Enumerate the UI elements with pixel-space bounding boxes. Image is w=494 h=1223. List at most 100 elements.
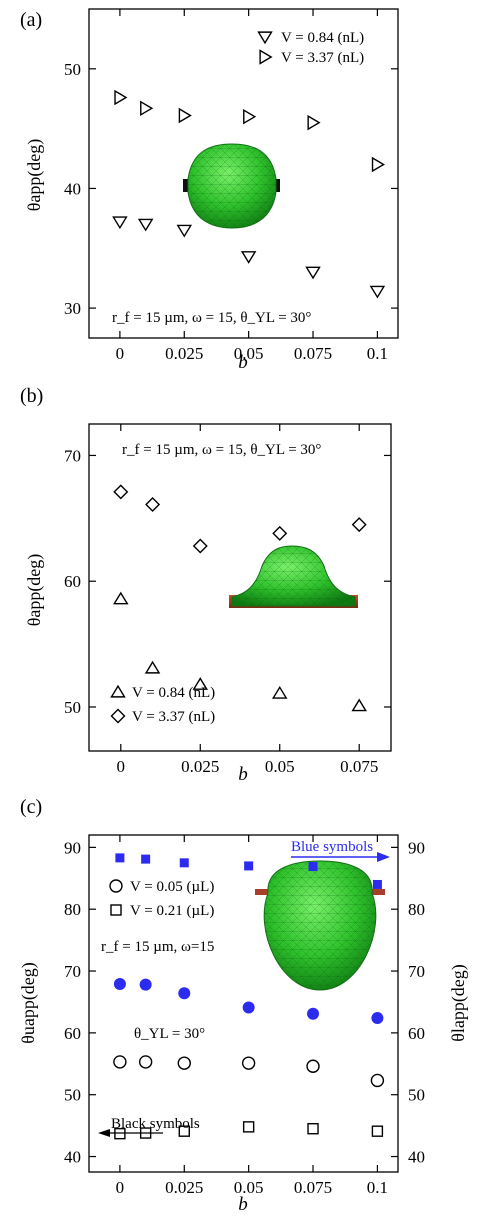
data-point bbox=[144, 660, 161, 674]
data-point bbox=[139, 1127, 152, 1139]
y-tick-label-right: 50 bbox=[408, 1086, 425, 1105]
data-point bbox=[114, 1127, 126, 1140]
data-point bbox=[178, 1125, 190, 1137]
data-point bbox=[307, 1123, 319, 1135]
panel-b-x-ticks: 0 0.025 0.05 0.075 bbox=[117, 424, 378, 776]
data-point bbox=[177, 1056, 191, 1070]
data-point bbox=[240, 251, 257, 264]
panel-a-x-ticks: 0 0.025 0.05 0.075 0.1 bbox=[116, 9, 388, 363]
panel-b-legend-label-2: V = 3.37 (nL) bbox=[132, 709, 215, 725]
panel-c-droplet-mesh bbox=[264, 861, 376, 990]
data-point bbox=[242, 1121, 255, 1133]
x-tick-label: 0 bbox=[116, 344, 125, 363]
x-tick-label: 0.025 bbox=[165, 344, 203, 363]
x-tick-label: 0.05 bbox=[234, 344, 264, 363]
data-point bbox=[306, 1059, 320, 1073]
y-tick-label: 40 bbox=[64, 1148, 81, 1167]
panel-c: (c) 0 0.025 0.05 0.075 0.1 40 40 50 50 60 60 70 70 8… bbox=[18, 796, 469, 1215]
panel-c-blue-arrow-label: Blue symbols bbox=[291, 839, 373, 855]
data-point bbox=[308, 862, 318, 872]
x-tick-label: 0.025 bbox=[165, 1178, 203, 1197]
panel-c-x-ticks: 0 0.025 0.05 0.075 0.1 bbox=[116, 835, 388, 1197]
data-point bbox=[271, 685, 288, 699]
panel-a-legend-marker-1 bbox=[257, 31, 273, 45]
panel-c-data-points bbox=[113, 853, 385, 1140]
data-point bbox=[114, 89, 128, 106]
y-tick-label-right: 80 bbox=[408, 900, 425, 919]
panel-a-legend: V = 0.84 (nL) V = 3.37 (nL) bbox=[257, 30, 364, 66]
panel-a-label: (a) bbox=[20, 9, 42, 31]
data-point bbox=[242, 1001, 255, 1014]
panel-b-plot-frame bbox=[88, 423, 392, 752]
panel-b-legend-label-1: V = 0.84 (nL) bbox=[132, 685, 215, 701]
data-point bbox=[138, 1055, 153, 1069]
data-point bbox=[241, 1056, 256, 1070]
panel-a-legend-label-1: V = 0.84 (nL) bbox=[281, 30, 364, 46]
data-point bbox=[371, 156, 385, 173]
panel-c-annotation-2: θ_YL = 30° bbox=[134, 1026, 205, 1042]
y-tick-label: 90 bbox=[64, 838, 81, 857]
panel-a: (a) 0 0.025 0.05 0.075 0.1 30 40 50 V = 0.84 (… bbox=[20, 8, 399, 373]
y-tick-label: 70 bbox=[64, 446, 81, 465]
panel-a-y-label: θapp(deg) bbox=[24, 139, 45, 212]
data-point bbox=[192, 677, 209, 690]
panel-a-inset-drop bbox=[183, 143, 280, 229]
legend-marker bbox=[110, 904, 122, 916]
panel-a-y-ticks: 30 40 50 bbox=[64, 60, 398, 318]
y-tick-label: 50 bbox=[64, 698, 81, 717]
y-tick-label: 70 bbox=[64, 962, 81, 981]
data-point bbox=[370, 1073, 385, 1088]
x-tick-label: 0.05 bbox=[234, 1178, 264, 1197]
panel-b-y-ticks: 50 60 70 bbox=[64, 446, 391, 717]
data-point bbox=[243, 108, 257, 125]
panel-a-annotation: r_f = 15 µm, ω = 15, θ_YL = 30° bbox=[112, 310, 311, 326]
data-point bbox=[113, 591, 129, 605]
data-point bbox=[179, 858, 189, 868]
data-point bbox=[371, 1125, 384, 1137]
panel-c-x-label: b bbox=[238, 1194, 248, 1215]
data-point bbox=[115, 853, 125, 863]
panel-a-x-label: b bbox=[238, 352, 248, 373]
panel-a-plot-frame bbox=[88, 8, 399, 339]
x-tick-label: 0 bbox=[116, 1178, 125, 1197]
y-tick-label-right: 40 bbox=[408, 1148, 425, 1167]
data-point bbox=[113, 1055, 127, 1069]
legend-marker bbox=[110, 708, 126, 724]
panel-c-legend-marker-1 bbox=[109, 879, 123, 893]
panel-b-droplet-mesh bbox=[232, 546, 355, 606]
panel-a-data-points bbox=[112, 89, 386, 299]
data-point bbox=[351, 698, 367, 712]
x-tick-label: 0.075 bbox=[340, 757, 378, 776]
panel-b-x-label: b bbox=[238, 764, 248, 785]
panel-c-inset-drop bbox=[255, 860, 385, 991]
x-tick-label: 0.075 bbox=[294, 1178, 332, 1197]
panel-c-label: (c) bbox=[20, 796, 42, 818]
data-point bbox=[272, 525, 288, 541]
data-point bbox=[113, 978, 126, 991]
y-tick-label: 30 bbox=[64, 299, 81, 318]
panel-c-legend-label-2: V = 0.21 (µL) bbox=[130, 903, 214, 919]
y-tick-label-right: 70 bbox=[408, 962, 425, 981]
panel-b-legend-marker-1 bbox=[110, 684, 126, 698]
panel-b-label: (b) bbox=[20, 385, 43, 407]
data-point bbox=[307, 114, 321, 131]
y-tick-label-right: 90 bbox=[408, 838, 425, 857]
x-tick-label: 0 bbox=[117, 757, 126, 776]
panel-c-fiber-right bbox=[363, 889, 385, 895]
panel-b-y-label: θapp(deg) bbox=[24, 554, 45, 627]
panel-c-black-arrow-label: Black symbols bbox=[111, 1116, 200, 1132]
panel-c-legend: V = 0.05 (µL) V = 0.21 (µL) bbox=[109, 879, 214, 919]
data-point bbox=[372, 879, 382, 889]
panel-b-annotation: r_f = 15 µm, ω = 15, θ_YL = 30° bbox=[122, 442, 321, 458]
y-tick-label-right: 60 bbox=[408, 1024, 425, 1043]
data-point bbox=[369, 285, 386, 299]
x-tick-label: 0.025 bbox=[181, 757, 219, 776]
y-tick-label: 50 bbox=[64, 1086, 81, 1105]
panel-b: (b) 0 0.025 0.05 0.075 50 60 70 r_f = 15 µm, … bbox=[20, 385, 392, 785]
panel-a-droplet-mesh bbox=[188, 144, 276, 228]
panel-a-legend-label-2: V = 3.37 (nL) bbox=[281, 50, 364, 66]
x-tick-label: 0.075 bbox=[294, 344, 332, 363]
data-point bbox=[244, 861, 254, 871]
panel-c-annotation-1: r_f = 15 µm, ω=15 bbox=[101, 939, 214, 955]
data-point bbox=[371, 1012, 384, 1025]
